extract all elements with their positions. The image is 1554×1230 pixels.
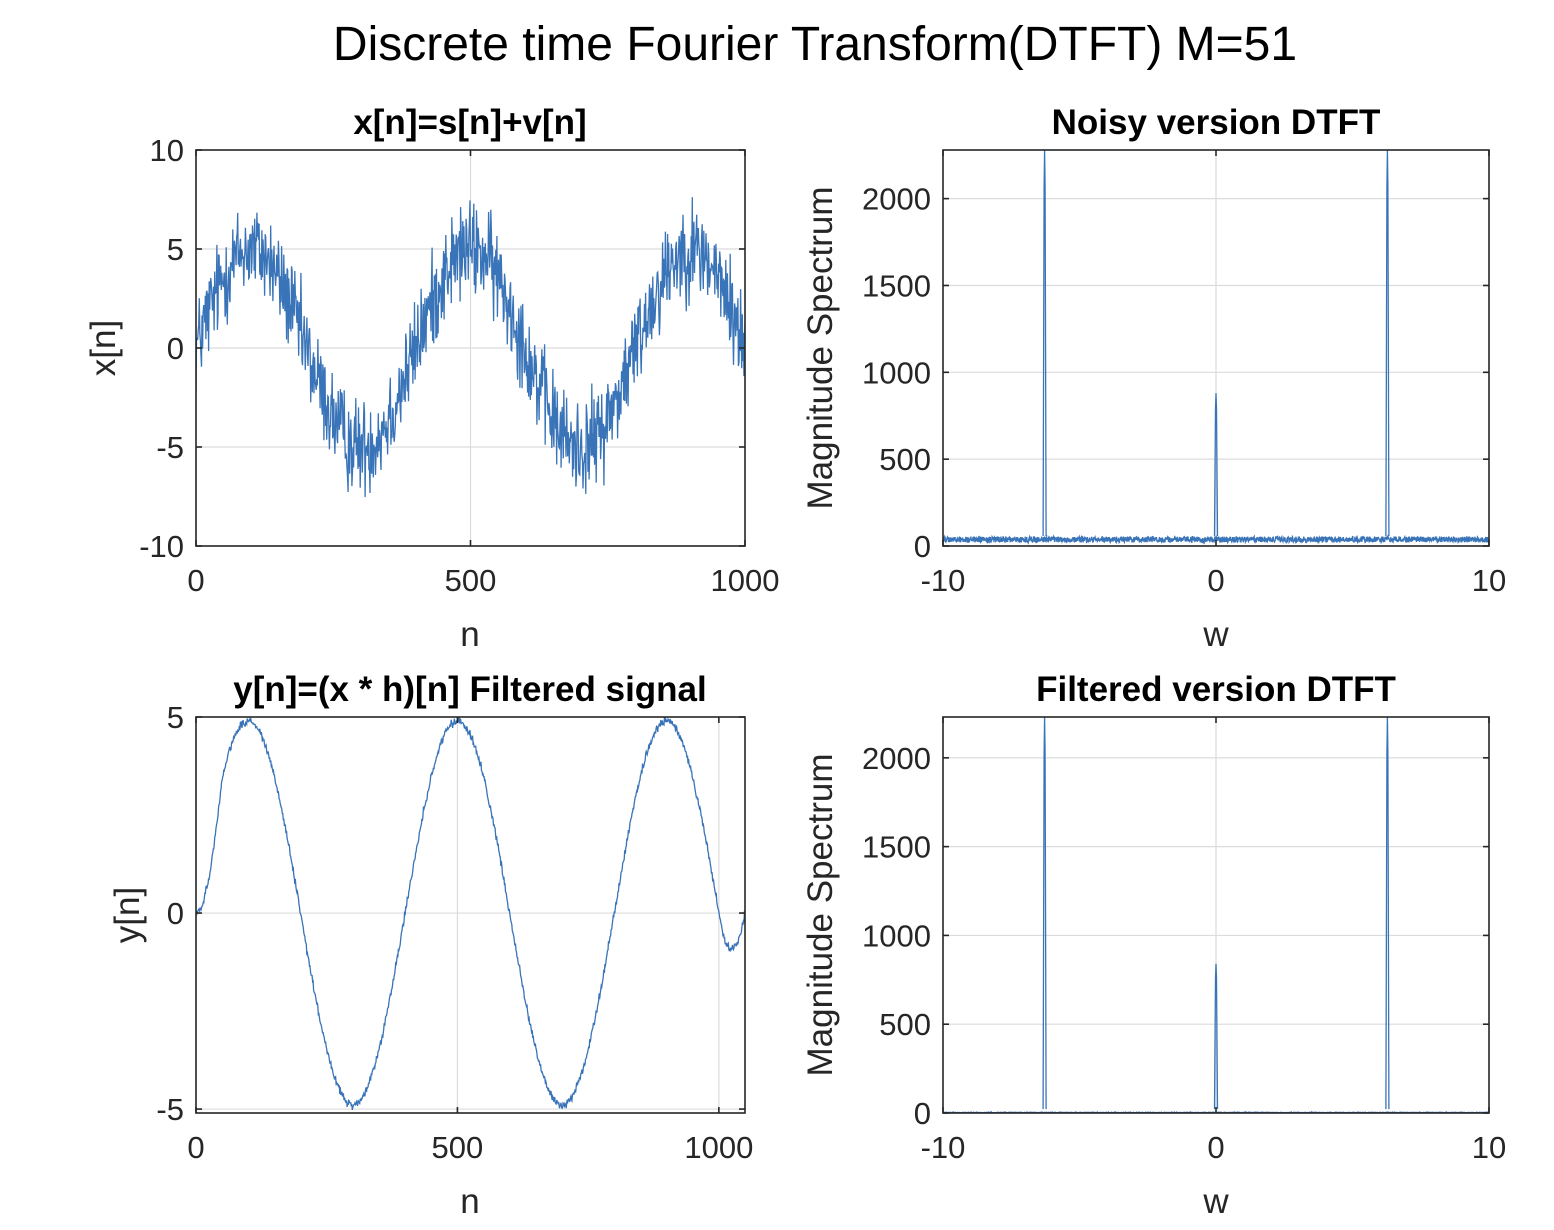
subplot-title: Filtered version DTFT bbox=[1036, 670, 1396, 709]
subplot-title: Noisy version DTFT bbox=[1052, 103, 1381, 142]
y-tick-label: 5 bbox=[167, 700, 184, 735]
x-tick-label: 500 bbox=[432, 1130, 484, 1165]
y-tick-label: 1000 bbox=[862, 918, 931, 953]
x-axis-label: n bbox=[460, 1182, 479, 1221]
y-tick-label: 0 bbox=[167, 896, 184, 931]
subplot-title: y[n]=(x * h)[n] Filtered signal bbox=[233, 670, 707, 709]
y-tick-label: 0 bbox=[914, 1096, 931, 1131]
x-tick-label: 0 bbox=[1207, 1130, 1224, 1165]
y-tick-label: 1500 bbox=[862, 268, 931, 303]
y-axis-label: y[n] bbox=[108, 887, 147, 943]
y-tick-label: -10 bbox=[139, 529, 184, 564]
y-tick-label: -5 bbox=[156, 1092, 184, 1127]
x-tick-label: 1000 bbox=[711, 563, 780, 598]
x-tick-label: -10 bbox=[921, 1130, 966, 1165]
y-axis-label: x[n] bbox=[84, 320, 123, 376]
y-tick-label: 0 bbox=[167, 331, 184, 366]
series-line bbox=[196, 717, 745, 1111]
y-tick-label: 2000 bbox=[862, 182, 931, 217]
y-tick-label: 0 bbox=[914, 529, 931, 564]
x-tick-label: 500 bbox=[445, 563, 497, 598]
x-tick-label: 1000 bbox=[684, 1130, 753, 1165]
y-tick-label: 500 bbox=[879, 442, 931, 477]
x-tick-label: 0 bbox=[1207, 563, 1224, 598]
y-tick-label: -5 bbox=[156, 430, 184, 465]
x-tick-label: 0 bbox=[187, 1130, 204, 1165]
y-axis-label: Magnitude Spectrum bbox=[801, 187, 840, 510]
series-line bbox=[196, 197, 745, 498]
y-tick-label: 2000 bbox=[862, 741, 931, 776]
y-axis-label: Magnitude Spectrum bbox=[801, 754, 840, 1077]
x-axis-label: w bbox=[1202, 1182, 1229, 1221]
x-tick-label: -10 bbox=[921, 563, 966, 598]
x-tick-label: 0 bbox=[187, 563, 204, 598]
x-axis-label: w bbox=[1202, 615, 1229, 654]
subplot-noisy-signal: x[n]=s[n]+v[n] n x[n] 0 500 1000 -10 -5 0 5 10 bbox=[84, 103, 779, 654]
x-tick-label: 10 bbox=[1472, 563, 1506, 598]
subplot-noisy-dtft: Noisy version DTFT w Magnitude Spectrum … bbox=[801, 103, 1506, 654]
y-tick-label: 1500 bbox=[862, 830, 931, 865]
subplot-title: x[n]=s[n]+v[n] bbox=[353, 103, 586, 142]
x-tick-label: 10 bbox=[1472, 1130, 1506, 1165]
axes-box bbox=[195, 716, 746, 1114]
x-axis-label: n bbox=[460, 615, 479, 654]
subplot-filtered-dtft: Filtered version DTFT w Magnitude Spectr… bbox=[801, 670, 1506, 1221]
y-tick-label: 10 bbox=[150, 133, 184, 168]
figure-title: Discrete time Fourier Transform(DTFT) M=… bbox=[333, 18, 1297, 71]
subplot-filtered-signal: y[n]=(x * h)[n] Filtered signal n y[n] 0… bbox=[108, 670, 753, 1221]
y-tick-label: 500 bbox=[879, 1007, 931, 1042]
y-tick-label: 5 bbox=[167, 232, 184, 267]
y-tick-label: 1000 bbox=[862, 355, 931, 390]
